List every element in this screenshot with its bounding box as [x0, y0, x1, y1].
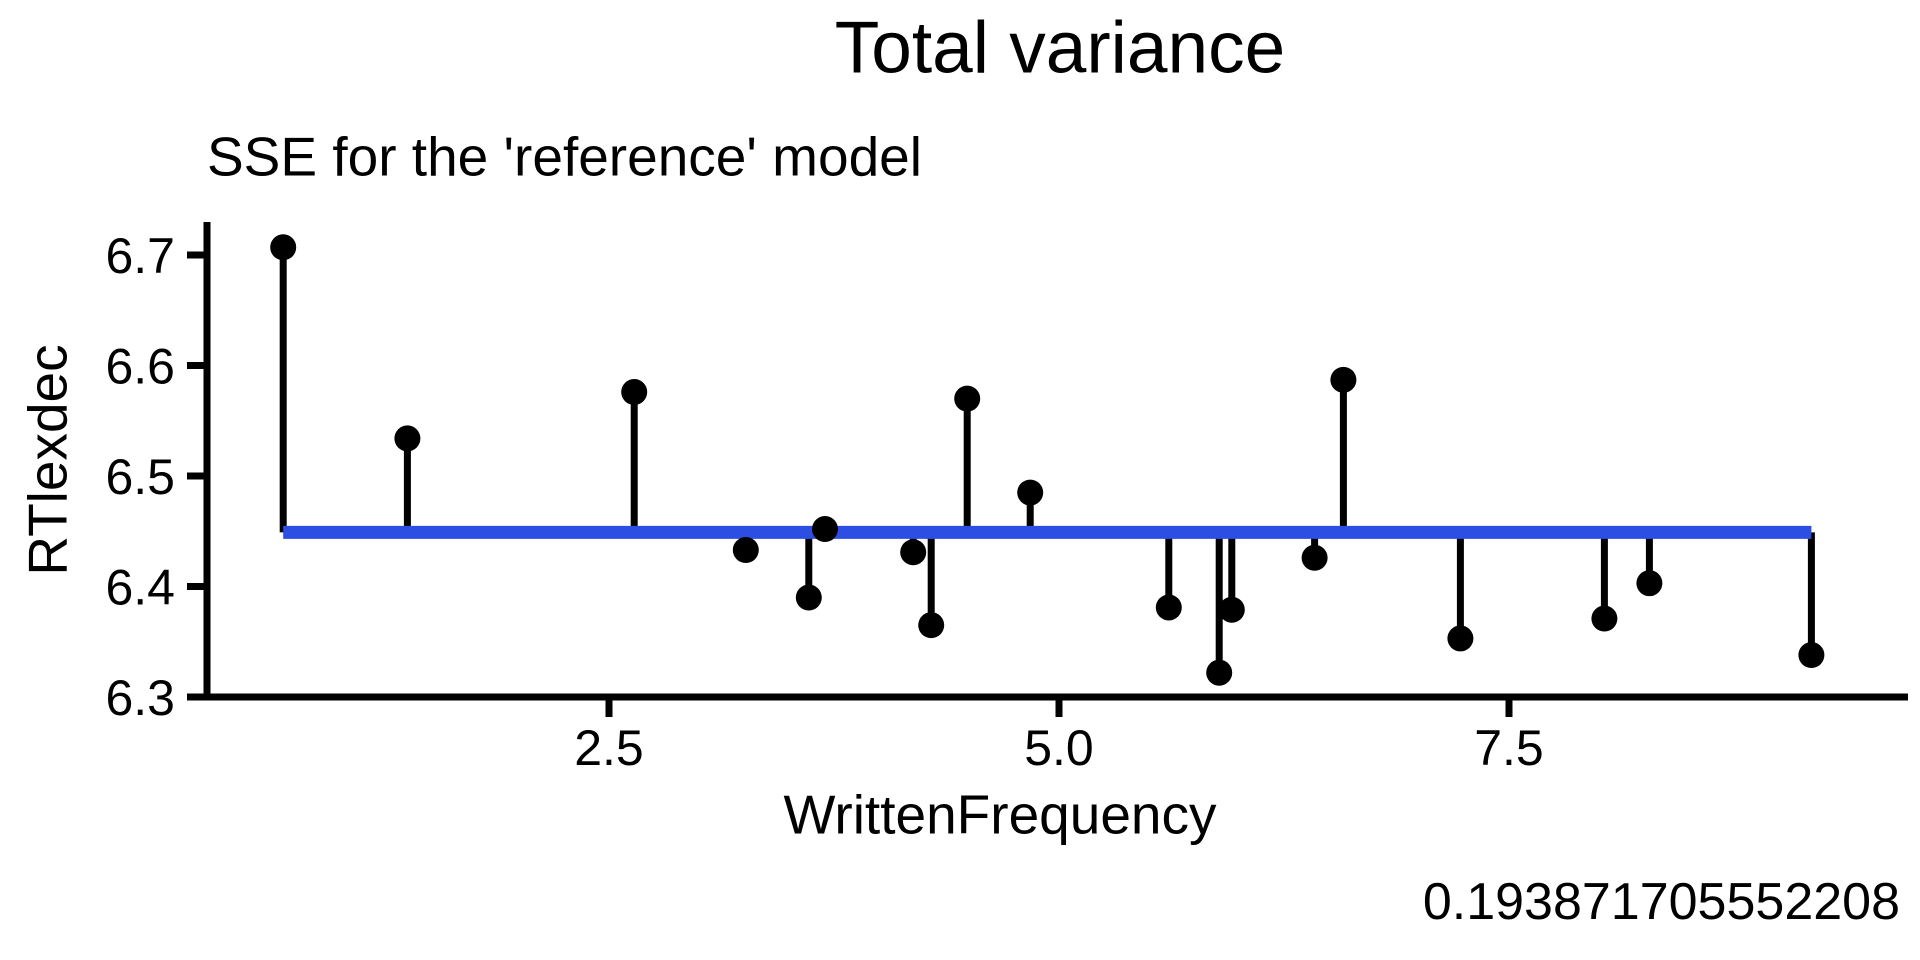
- chart-subtitle: SSE for the 'reference' model: [207, 125, 922, 188]
- y-tick-label: 6.7: [105, 228, 175, 284]
- y-axis: 6.3 6.4 6.5 6.6 6.7: [105, 222, 211, 726]
- data-point: [1301, 544, 1328, 571]
- data-point: [1206, 659, 1233, 686]
- y-tick-label: 6.4: [105, 560, 175, 616]
- data-point: [1591, 605, 1618, 632]
- y-tick-label: 6.6: [105, 339, 175, 395]
- x-axis-label: WrittenFrequency: [783, 783, 1217, 846]
- x-axis: 2.5 5.0 7.5: [203, 693, 1908, 776]
- data-point: [621, 379, 648, 406]
- y-tick-label: 6.5: [105, 449, 175, 505]
- data-point: [812, 516, 838, 543]
- sse-annotation: 0.193871705552208: [1422, 873, 1900, 931]
- data-point: [1447, 625, 1474, 652]
- chart-title: Total variance: [834, 7, 1286, 89]
- data-point: [270, 234, 297, 261]
- data-point: [1636, 570, 1663, 597]
- x-tick-label: 5.0: [1024, 720, 1094, 776]
- data-point: [1330, 366, 1357, 393]
- data-points: [270, 234, 1825, 686]
- data-point: [1218, 596, 1245, 623]
- data-point: [795, 584, 822, 611]
- data-point: [732, 537, 759, 564]
- x-tick-label: 2.5: [574, 720, 644, 776]
- data-point: [900, 539, 927, 566]
- data-point: [1155, 594, 1182, 621]
- residual-stems: [279, 247, 1815, 673]
- x-tick-label: 7.5: [1474, 720, 1544, 776]
- data-point: [918, 612, 945, 639]
- y-tick-label: 6.3: [105, 670, 175, 726]
- data-point: [394, 425, 421, 452]
- data-point: [954, 385, 981, 412]
- data-point: [1017, 479, 1044, 506]
- data-point: [1798, 642, 1825, 669]
